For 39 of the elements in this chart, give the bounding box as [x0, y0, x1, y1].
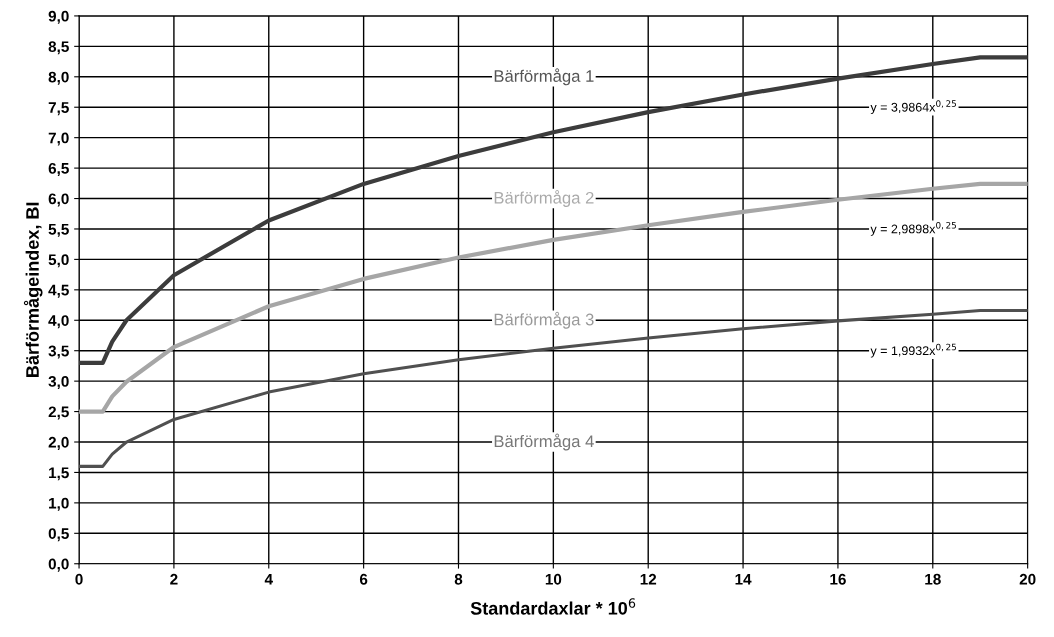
- y-tick-label: 6,0: [48, 193, 69, 207]
- y-tick-label: 8,5: [48, 41, 69, 55]
- y-tick-label: 8,0: [48, 71, 69, 85]
- y-tick-label: 2,5: [48, 406, 69, 420]
- y-tick-label: 0,0: [48, 558, 69, 572]
- y-tick-label: 4,5: [48, 284, 69, 298]
- y-tick-label: 5,0: [48, 254, 69, 268]
- annotation: Bärförmåga 3: [494, 311, 594, 329]
- y-tick-label: 3,5: [48, 345, 69, 359]
- y-tick-label: 3,0: [48, 376, 69, 390]
- annotation: y = 3,9864x$^{0,25}$: [870, 100, 956, 115]
- y-tick-label: 7,0: [48, 132, 69, 146]
- x-tick-label: 16: [830, 573, 846, 585]
- annotation: y = 2,9898x$^{0,25}$: [870, 221, 956, 236]
- x-tick-label: 0: [75, 573, 83, 585]
- y-tick-label: 1,5: [49, 467, 69, 481]
- annotation: y = 1,9932x$^{0,25}$: [870, 343, 956, 358]
- y-tick-label: 2,0: [48, 436, 69, 450]
- x-axis-title: Standardaxlar * 10$^{6}$: [470, 598, 636, 615]
- x-tick-label: 10: [545, 573, 562, 585]
- y-tick-label: 0,5: [48, 528, 69, 542]
- x-tick-label: 2: [170, 573, 178, 585]
- x-tick-label: 4: [264, 574, 273, 585]
- y-tick-label: 1,0: [49, 497, 69, 511]
- x-tick-label: 18: [925, 573, 941, 585]
- y-axis-title: Bärförmågeindex, BI: [23, 202, 43, 377]
- annotation: Bärförmåga 2: [494, 190, 594, 207]
- y-tick-label: 7,5: [48, 102, 69, 116]
- y-tick-label: 6,5: [48, 162, 69, 176]
- y-tick-label: 9,0: [48, 10, 69, 24]
- x-tick-label: 12: [640, 573, 657, 585]
- y-tick-label: 5,5: [48, 223, 69, 237]
- x-tick-label: 14: [735, 574, 752, 585]
- x-tick-label: 8: [454, 573, 463, 585]
- y-tick-label: 4,0: [48, 315, 69, 329]
- x-tick-label: 20: [1019, 573, 1036, 585]
- annotation: Bärförmåga 4: [494, 433, 594, 451]
- x-tick-label: 6: [359, 573, 368, 585]
- annotation: Bärförmåga 1: [494, 68, 594, 86]
